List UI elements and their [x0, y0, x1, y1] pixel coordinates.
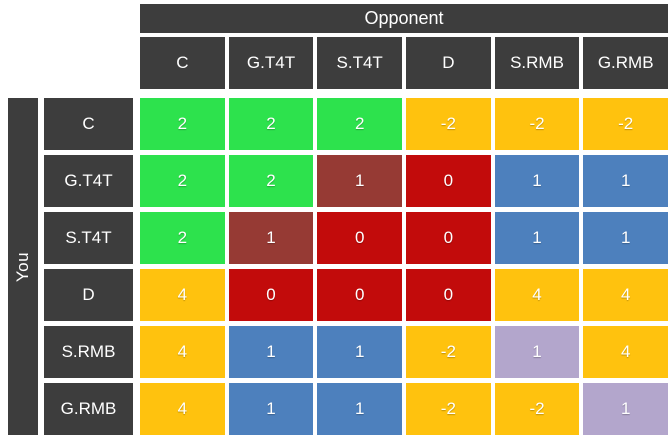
matrix-cell: 1: [494, 155, 580, 207]
matrix-cell: 2: [228, 98, 314, 150]
matrix-cell: 1: [583, 383, 669, 435]
matrix-row-d: D 4 0 0 0 4 4: [44, 269, 669, 321]
matrix-row-st4t: S.T4T 2 1 0 0 1 1: [44, 212, 669, 264]
matrix-cell: 0: [317, 212, 403, 264]
matrix-cell: 0: [406, 269, 491, 321]
you-axis-label: You: [13, 251, 32, 282]
row-header-st4t: S.T4T: [44, 212, 133, 264]
matrix-cell: 2: [228, 155, 314, 207]
row-cells: 4 1 1 -2 -2 1: [140, 383, 669, 435]
matrix-cell: 2: [140, 98, 225, 150]
matrix-cell: 0: [406, 212, 491, 264]
matrix-cell: 1: [228, 383, 314, 435]
col-header-grmb: G.RMB: [583, 37, 669, 89]
row-cells: 2 1 0 0 1 1: [140, 212, 669, 264]
matrix-cell: 1: [317, 326, 403, 378]
matrix-row-srmb: S.RMB 4 1 1 -2 1 4: [44, 326, 669, 378]
matrix-cell: 4: [140, 326, 225, 378]
col-header-gt4t: G.T4T: [228, 37, 314, 89]
row-header-gt4t: G.T4T: [44, 155, 133, 207]
col-header-d: D: [406, 37, 491, 89]
matrix-cell: 1: [317, 383, 403, 435]
matrix-cell: -2: [494, 98, 580, 150]
row-header-d: D: [44, 269, 133, 321]
row-cells: 4 1 1 -2 1 4: [140, 326, 669, 378]
matrix-cell: -2: [583, 98, 669, 150]
matrix-cell: 2: [317, 98, 403, 150]
matrix-cell: 4: [583, 326, 669, 378]
matrix-row-c: C 2 2 2 -2 -2 -2: [44, 98, 669, 150]
matrix-cell: 4: [583, 269, 669, 321]
matrix-cell: -2: [494, 383, 580, 435]
matrix-cell: 1: [228, 326, 314, 378]
matrix-row-grmb: G.RMB 4 1 1 -2 -2 1: [44, 383, 669, 435]
column-headers: C G.T4T S.T4T D S.RMB G.RMB: [140, 37, 669, 89]
matrix-row-gt4t: G.T4T 2 2 1 0 1 1: [44, 155, 669, 207]
row-header-c: C: [44, 98, 133, 150]
matrix-cell: 1: [494, 212, 580, 264]
matrix-cell: 4: [140, 269, 225, 321]
row-cells: 2 2 2 -2 -2 -2: [140, 98, 669, 150]
matrix-cell: 1: [583, 212, 669, 264]
matrix-cell: 1: [317, 155, 403, 207]
matrix-cell: 1: [583, 155, 669, 207]
col-header-st4t: S.T4T: [317, 37, 403, 89]
row-header-grmb: G.RMB: [44, 383, 133, 435]
matrix-cell: 0: [317, 269, 403, 321]
matrix-cell: 1: [494, 326, 580, 378]
matrix-cell: -2: [406, 383, 491, 435]
col-header-c: C: [140, 37, 225, 89]
matrix-cell: 4: [494, 269, 580, 321]
matrix-cell: 0: [406, 155, 491, 207]
matrix-cell: 1: [228, 212, 314, 264]
col-header-srmb: S.RMB: [494, 37, 580, 89]
matrix-cell: 2: [140, 155, 225, 207]
matrix-cell: 2: [140, 212, 225, 264]
matrix-cell: -2: [406, 98, 491, 150]
row-cells: 2 2 1 0 1 1: [140, 155, 669, 207]
you-axis-header: You: [8, 98, 38, 435]
matrix-cell: -2: [406, 326, 491, 378]
opponent-axis-header: Opponent: [140, 4, 668, 33]
row-cells: 4 0 0 0 4 4: [140, 269, 669, 321]
matrix-cell: 0: [228, 269, 314, 321]
row-header-srmb: S.RMB: [44, 326, 133, 378]
matrix-cell: 4: [140, 383, 225, 435]
